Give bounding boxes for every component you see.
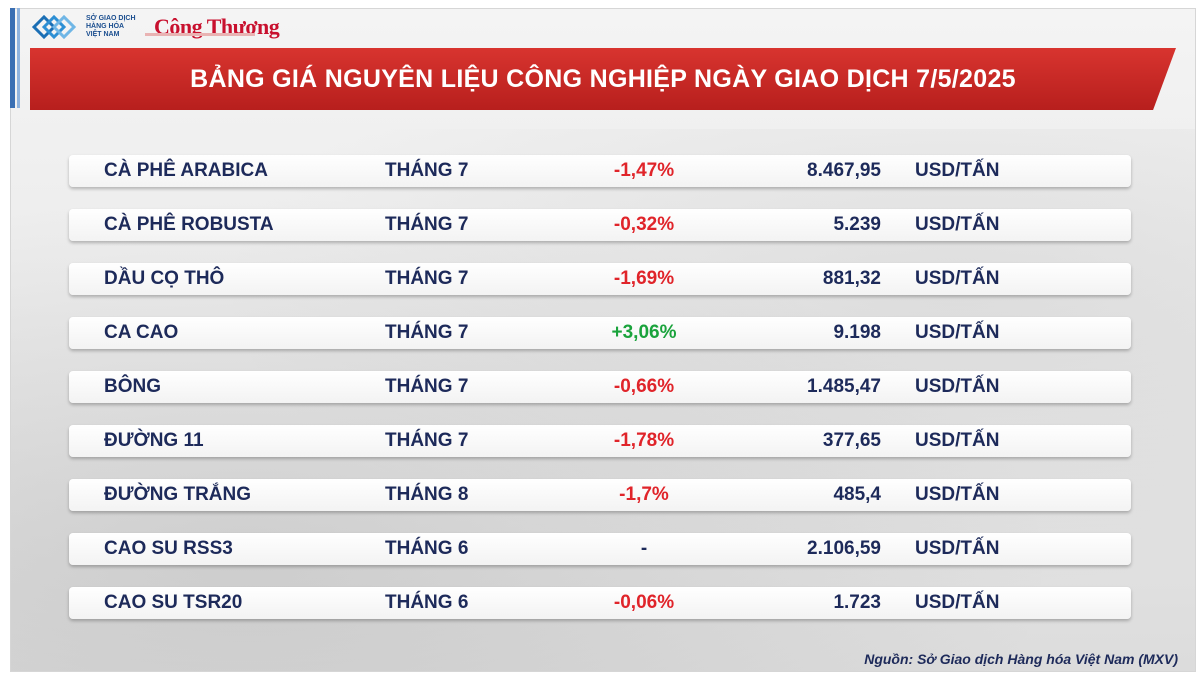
- price-unit: USD/TẤN: [915, 268, 1000, 289]
- contract-month: THÁNG 7: [385, 322, 469, 343]
- price-unit: USD/TẤN: [915, 376, 1000, 397]
- contract-month: THÁNG 8: [385, 484, 469, 505]
- brand-logo: Công Thương: [154, 14, 280, 39]
- commodity-name: ĐƯỜNG 11: [104, 430, 204, 451]
- mxv-line-1: SỞ GIAO DỊCH: [86, 15, 136, 22]
- commodity-name: CA CAO: [104, 322, 179, 343]
- price-value: 1.485,47: [807, 376, 881, 397]
- commodity-name: CAO SU TSR20: [104, 592, 243, 613]
- price-value: 1.723: [833, 592, 881, 613]
- brand-logo-underline: [145, 33, 255, 36]
- price-value: 5.239: [833, 214, 881, 235]
- price-unit: USD/TẤN: [915, 484, 1000, 505]
- accent-bar: [10, 8, 15, 108]
- price-value: 8.467,95: [807, 160, 881, 181]
- commodity-name: CÀ PHÊ ROBUSTA: [104, 214, 274, 235]
- contract-month: THÁNG 7: [385, 376, 469, 397]
- logo-group: SỞ GIAO DỊCH HÀNG HÓA VIỆT NAM Công Thươ…: [31, 12, 280, 42]
- contract-month: THÁNG 7: [385, 430, 469, 451]
- price-value: 2.106,59: [807, 538, 881, 559]
- price-change: +3,06%: [611, 322, 677, 343]
- commodity-name: ĐƯỜNG TRẮNG: [104, 484, 252, 505]
- price-change: -1,47%: [613, 160, 675, 181]
- contract-month: THÁNG 7: [385, 160, 469, 181]
- price-unit: USD/TẤN: [915, 214, 1000, 235]
- commodity-name: CÀ PHÊ ARABICA: [104, 160, 268, 181]
- price-unit: USD/TẤN: [915, 322, 1000, 343]
- table-row: CÀ PHÊ ARABICA THÁNG 7 -1,47% 8.467,95 USD/T…: [69, 155, 1131, 187]
- page-title: BẢNG GIÁ NGUYÊN LIỆU CÔNG NGHIỆP NGÀY GI…: [190, 64, 1016, 93]
- table-row: CAO SU RSS3 THÁNG 6 - 2.106,59 USD/TẤN: [69, 533, 1131, 565]
- accent-bar-light: [17, 8, 20, 108]
- price-value: 881,32: [822, 268, 881, 289]
- title-banner: [30, 48, 1176, 110]
- price-table: CÀ PHÊ ARABICA THÁNG 7 -1,47% 8.467,95 USD/T…: [69, 155, 1131, 641]
- mxv-logo-icon: [31, 14, 78, 40]
- contract-month: THÁNG 7: [385, 268, 469, 289]
- price-unit: USD/TẤN: [915, 538, 1000, 559]
- table-row: ĐƯỜNG 11 THÁNG 7 -1,78% 377,65 USD/TẤN: [69, 425, 1131, 457]
- table-row: ĐƯỜNG TRẮNG THÁNG 8 -1,7% 485,4 USD/TẤN: [69, 479, 1131, 511]
- commodity-name: CAO SU RSS3: [104, 538, 233, 559]
- price-unit: USD/TẤN: [915, 160, 1000, 181]
- price-value: 9.198: [833, 322, 881, 343]
- price-unit: USD/TẤN: [915, 430, 1000, 451]
- table-row: CA CAO THÁNG 7 +3,06% 9.198 USD/TẤN: [69, 317, 1131, 349]
- table-row: BÔNG THÁNG 7 -0,66% 1.485,47 USD/TẤN: [69, 371, 1131, 403]
- price-change: -0,06%: [613, 592, 675, 613]
- price-change: -1,7%: [619, 484, 669, 505]
- price-value: 485,4: [833, 484, 881, 505]
- price-unit: USD/TẤN: [915, 592, 1000, 613]
- contract-month: THÁNG 6: [385, 592, 469, 613]
- mxv-line-3: VIỆT NAM: [86, 31, 120, 38]
- commodity-name: BÔNG: [104, 376, 161, 397]
- price-value: 377,65: [822, 430, 881, 451]
- source-note: Nguồn: Sở Giao dịch Hàng hóa Việt Nam (M…: [864, 651, 1178, 667]
- table-row: DẦU CỌ THÔ THÁNG 7 -1,69% 881,32 USD/TẤN: [69, 263, 1131, 295]
- mxv-logo-text: SỞ GIAO DỊCH HÀNG HÓA VIỆT NAM: [86, 15, 146, 39]
- table-row: CAO SU TSR20 THÁNG 6 -0,06% 1.723 USD/TẤN: [69, 587, 1131, 619]
- mxv-line-2: HÀNG HÓA: [86, 23, 125, 30]
- commodity-name: DẦU CỌ THÔ: [104, 268, 225, 289]
- contract-month: THÁNG 7: [385, 214, 469, 235]
- table-row: CÀ PHÊ ROBUSTA THÁNG 7 -0,32% 5.239 USD/TẤN: [69, 209, 1131, 241]
- price-change: -1,78%: [613, 430, 675, 451]
- price-change: -0,32%: [613, 214, 675, 235]
- price-change: -1,69%: [613, 268, 675, 289]
- price-change: -: [640, 538, 648, 559]
- contract-month: THÁNG 6: [385, 538, 469, 559]
- price-change: -0,66%: [613, 376, 675, 397]
